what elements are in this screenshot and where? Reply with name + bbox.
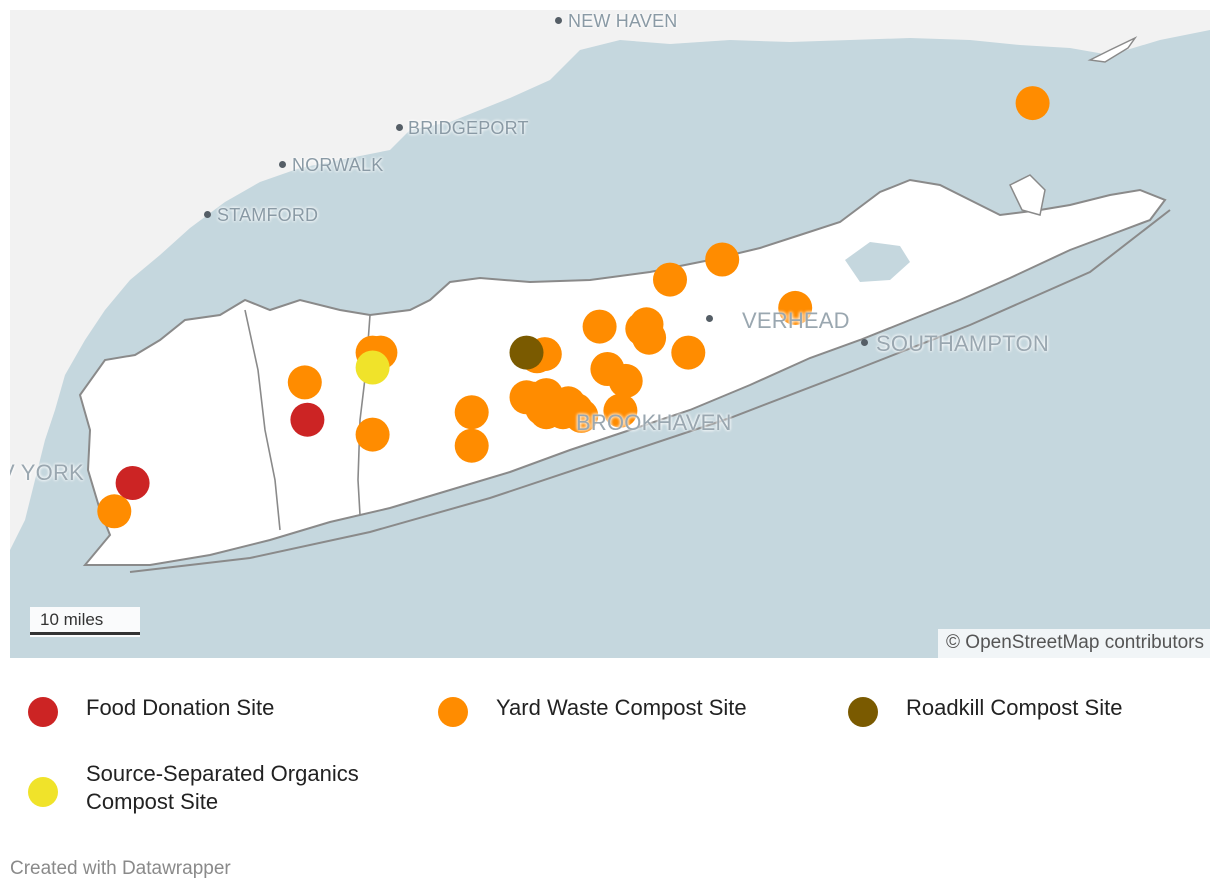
food-marker[interactable] bbox=[115, 466, 150, 500]
roadkill-legend-swatch bbox=[848, 697, 878, 727]
new-haven-label: NEW HAVEN bbox=[568, 11, 678, 31]
yard-marker[interactable] bbox=[582, 309, 617, 344]
map-attribution[interactable]: © OpenStreetMap contributors bbox=[938, 629, 1210, 658]
yard-marker[interactable] bbox=[97, 494, 132, 529]
new-haven-dot bbox=[555, 17, 562, 24]
ssocs-legend-swatch bbox=[28, 777, 58, 807]
yard-legend-label: Yard Waste Compost Site bbox=[496, 695, 747, 720]
ssocs-legend-line2: Compost Site bbox=[86, 789, 219, 814]
mainland-landmass bbox=[10, 10, 1210, 550]
gardiners-island bbox=[1009, 174, 1046, 216]
bridgeport-dot bbox=[396, 124, 403, 131]
food-legend-swatch bbox=[28, 697, 58, 727]
yard-marker[interactable] bbox=[454, 395, 489, 430]
legend-item-roadkill: Roadkill Compost Site bbox=[848, 694, 1122, 727]
norwalk-label: NORWALK bbox=[292, 155, 384, 175]
map-canvas bbox=[10, 10, 1210, 573]
southampton-dot bbox=[861, 339, 868, 346]
scale-line bbox=[30, 632, 140, 635]
yard-marker[interactable] bbox=[603, 393, 638, 428]
county-border bbox=[244, 309, 281, 531]
food-marker[interactable] bbox=[290, 402, 325, 437]
ssocs-legend-line1: Source-Separated Organics bbox=[86, 761, 359, 786]
fishers-island bbox=[1087, 36, 1138, 63]
yard-marker[interactable] bbox=[632, 320, 667, 355]
ssocs-legend-label: Source-Separated Organics Compost Site bbox=[86, 760, 359, 816]
norwalk-dot bbox=[279, 161, 286, 168]
yard-marker[interactable] bbox=[671, 335, 706, 370]
riverhead-label: VERHEAD bbox=[742, 308, 850, 333]
yard-legend-swatch bbox=[438, 697, 468, 727]
brookhaven-label: BROOKHAVEN bbox=[576, 410, 732, 435]
yard-marker[interactable] bbox=[355, 417, 390, 452]
legend-item-ssocs: Source-Separated Organics Compost Site bbox=[28, 760, 359, 816]
scale-label: 10 miles bbox=[40, 610, 104, 629]
stamford-dot bbox=[204, 211, 211, 218]
roadkill-marker[interactable] bbox=[509, 335, 544, 370]
legend-item-food: Food Donation Site bbox=[28, 694, 274, 727]
new-york-label: V YORK bbox=[10, 460, 84, 485]
yard-marker[interactable] bbox=[287, 365, 322, 400]
map[interactable]: NEW HAVEN BRIDGEPORT NORWALK STAMFORD V … bbox=[10, 10, 1210, 658]
riverhead-dot bbox=[706, 315, 713, 322]
yard-marker[interactable] bbox=[564, 398, 599, 433]
yard-marker[interactable] bbox=[705, 242, 740, 277]
yard-marker[interactable] bbox=[454, 428, 489, 463]
stamford-label: STAMFORD bbox=[217, 205, 319, 225]
datawrapper-credit[interactable]: Created with Datawrapper bbox=[10, 858, 231, 879]
marker-layer bbox=[97, 86, 1050, 529]
yard-marker[interactable] bbox=[778, 290, 813, 325]
yard-marker[interactable] bbox=[1015, 86, 1050, 121]
southampton-label: SOUTHAMPTON bbox=[876, 331, 1049, 356]
yard-marker[interactable] bbox=[608, 363, 643, 398]
scale-bar: 10 miles bbox=[30, 607, 140, 637]
shelter-island bbox=[845, 242, 910, 282]
food-legend-label: Food Donation Site bbox=[86, 695, 275, 720]
bridgeport-label: BRIDGEPORT bbox=[408, 118, 529, 138]
barrier-beach bbox=[129, 209, 1171, 573]
ssocs-marker[interactable] bbox=[355, 350, 390, 385]
legend-item-yard: Yard Waste Compost Site bbox=[438, 694, 747, 727]
yard-marker[interactable] bbox=[653, 262, 687, 297]
roadkill-legend-label: Roadkill Compost Site bbox=[906, 695, 1123, 720]
